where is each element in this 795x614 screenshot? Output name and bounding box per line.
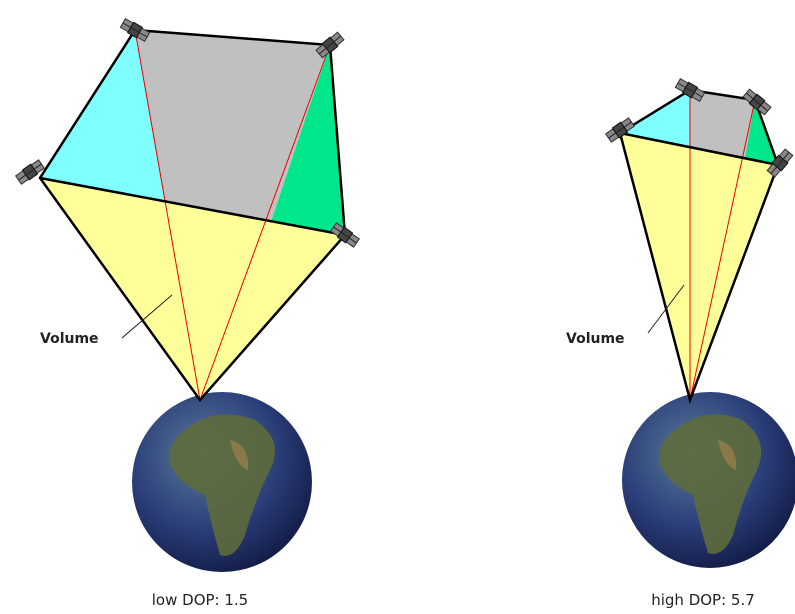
face-gray	[135, 30, 330, 225]
outline	[38, 28, 347, 403]
high-dop-panel: Volume high DOP: 5.7	[566, 77, 795, 609]
volume-label: Volume	[566, 331, 625, 347]
face-yellow	[620, 133, 778, 400]
low-dop-panel: Volume low DOP: 1.5	[14, 17, 361, 609]
sight-line	[689, 99, 756, 401]
face-cyan	[620, 90, 690, 148]
face-green	[745, 100, 778, 165]
satellite	[14, 158, 46, 186]
earth	[132, 392, 312, 572]
face-cyan	[40, 30, 165, 205]
leader-line	[647, 284, 685, 334]
sight-line	[199, 44, 331, 401]
face-gray	[690, 90, 755, 158]
caption: low DOP: 1.5	[152, 591, 248, 609]
edge	[619, 131, 779, 167]
edge	[39, 176, 346, 237]
caption: high DOP: 5.7	[651, 591, 755, 609]
volume-label: Volume	[40, 331, 99, 347]
earth	[622, 392, 795, 568]
face-green	[270, 45, 345, 235]
face-yellow	[40, 178, 345, 400]
leader-line	[121, 294, 173, 339]
sight-line	[134, 29, 201, 401]
